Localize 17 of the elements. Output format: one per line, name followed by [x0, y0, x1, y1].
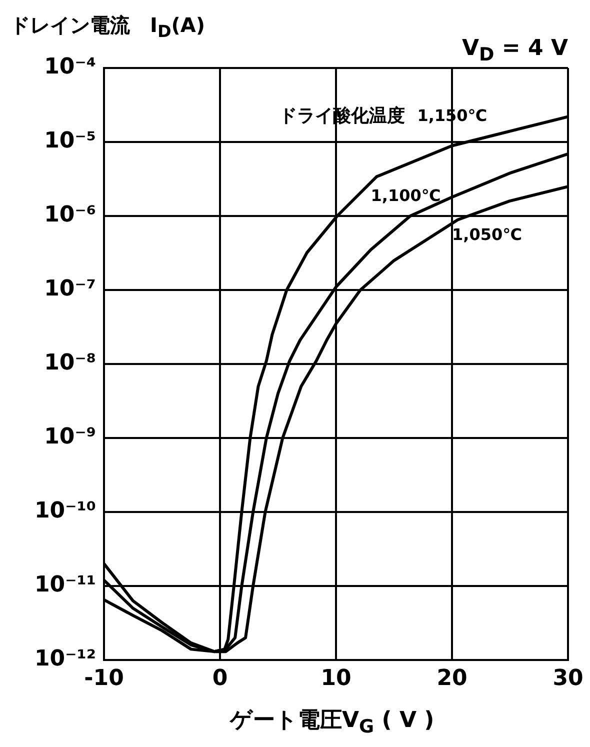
x-axis-title: ゲート電圧V$_{G}$ ( V )	[230, 707, 434, 738]
y-tick-label: 10⁻¹¹	[34, 572, 96, 598]
y-tick-label: 10⁻⁸	[44, 350, 96, 376]
series-label: 1,050℃	[452, 225, 522, 244]
y-axis-title: ドレイン電流 I$_{D}$(A)	[10, 12, 206, 41]
x-tick-label: 0	[212, 666, 228, 691]
x-tick-label: 20	[436, 666, 468, 691]
text: V$_{D}$ = 4 V	[462, 36, 568, 66]
y-tick-label: 10⁻⁷	[44, 276, 96, 302]
y-tick-label: 10⁻⁴	[44, 54, 96, 80]
y-tick-label: 10⁻⁹	[44, 424, 96, 450]
x-tick-label: 10	[320, 666, 352, 691]
series-label: 1,100℃	[370, 186, 441, 206]
x-tick-label: 30	[552, 666, 584, 691]
y-tick-label: 10⁻⁵	[44, 128, 96, 154]
y-tick-label: 10⁻⁶	[44, 202, 96, 228]
y-tick-label: 10⁻¹⁰	[34, 498, 96, 524]
